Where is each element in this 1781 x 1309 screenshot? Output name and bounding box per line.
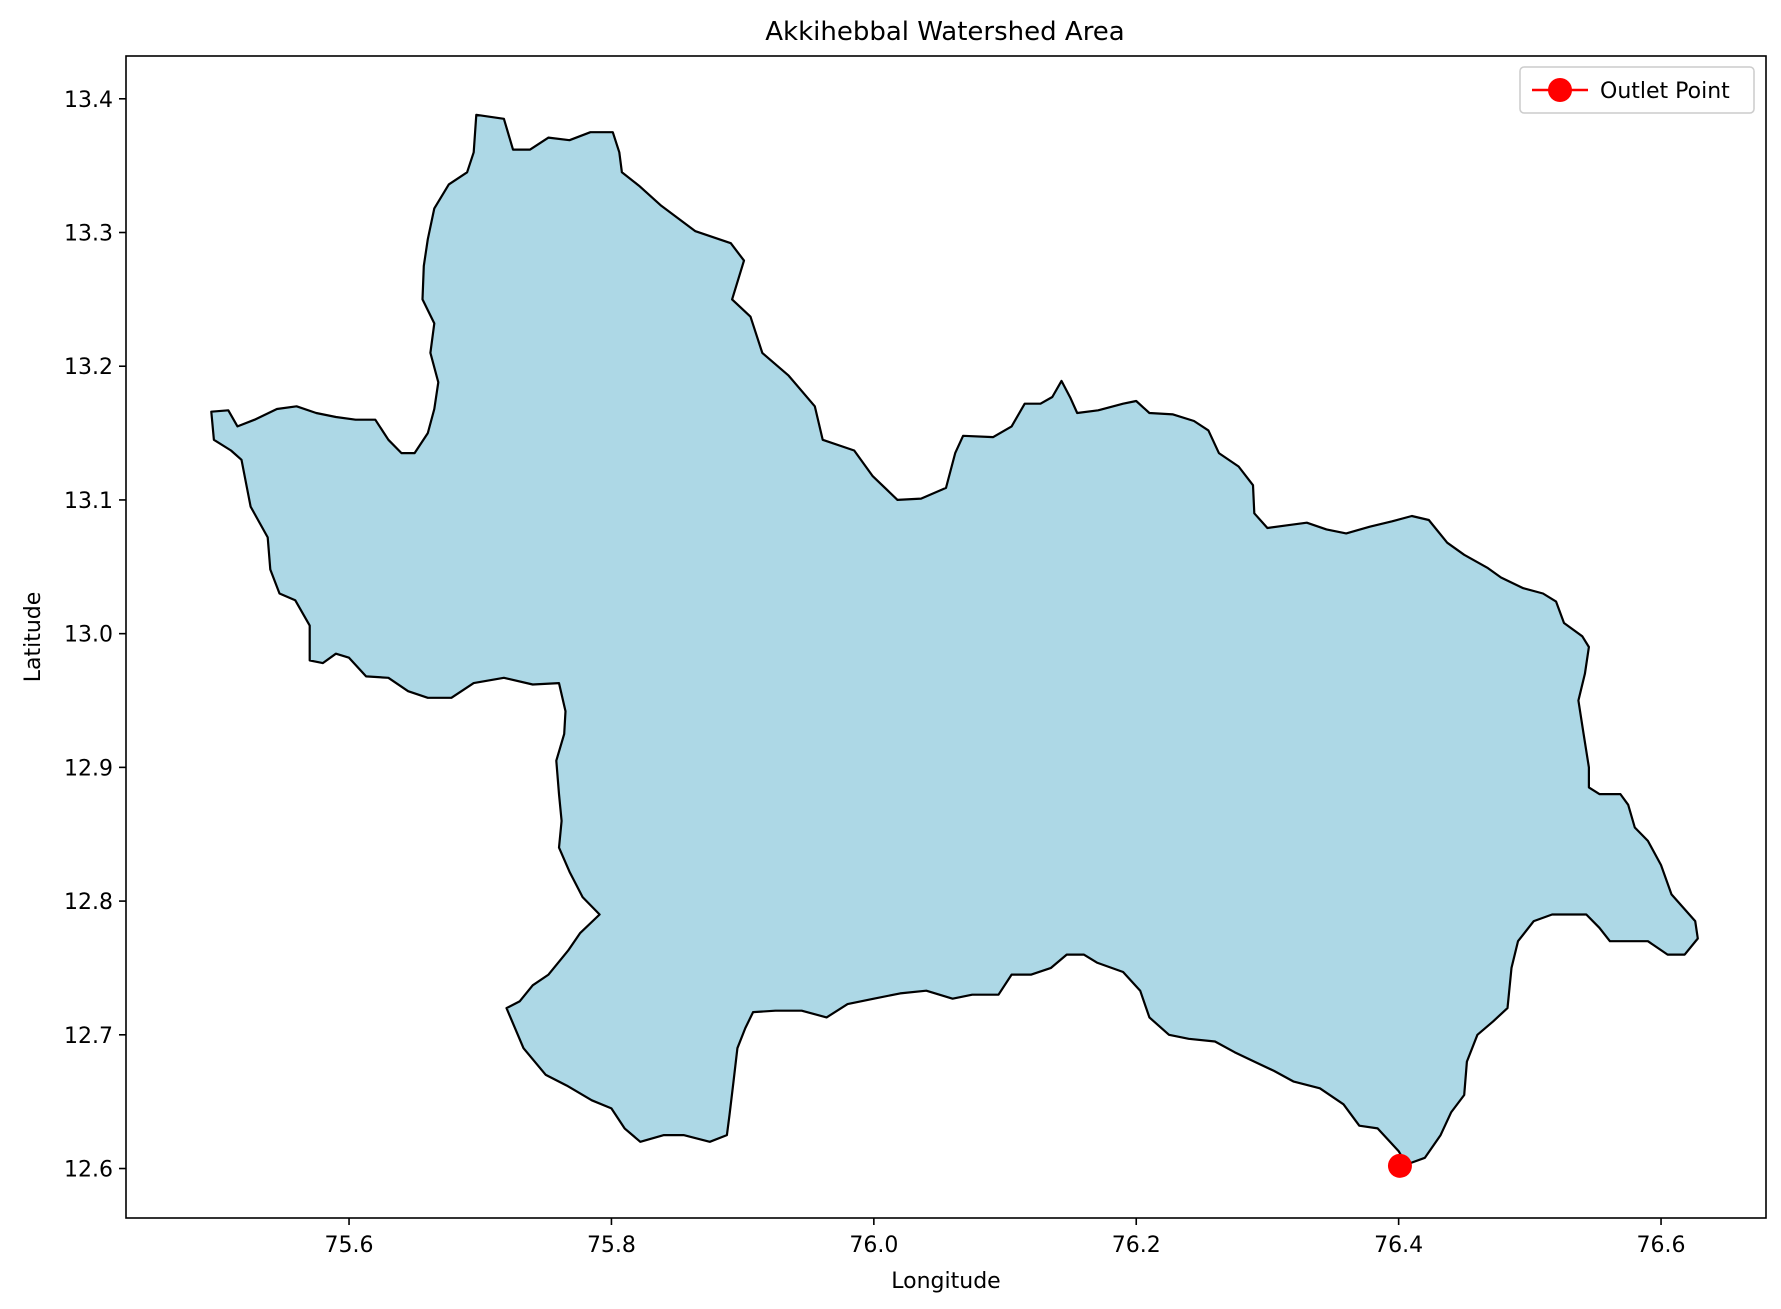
x-tick-label: 75.8 (587, 1233, 636, 1258)
x-tick-label: 75.6 (325, 1233, 374, 1258)
y-tick-label: 12.6 (64, 1158, 113, 1183)
y-tick-label: 13.2 (64, 355, 113, 380)
x-tick-label: 76.4 (1374, 1233, 1423, 1258)
x-axis-label: Longitude (891, 1269, 1000, 1294)
outlet-point-marker[interactable] (1387, 1153, 1412, 1178)
legend-box (1519, 66, 1755, 114)
y-tick-label: 13.0 (64, 623, 113, 648)
x-tick-label: 76.0 (849, 1233, 898, 1258)
y-axis-label: Latitude (21, 592, 46, 683)
legend-marker-swatch (1548, 78, 1572, 102)
x-tick-label: 76.2 (1112, 1233, 1161, 1258)
y-axis-ticks: 12.6 12.7 12.8 12.9 13.0 13.1 13.2 13.3 13.4 (64, 88, 126, 1183)
y-tick-label: 13.4 (64, 88, 113, 113)
y-tick-label: 13.3 (64, 222, 113, 247)
watershed-polygon[interactable] (210, 113, 1699, 1166)
series-layer (1387, 1153, 1412, 1178)
x-tick-label: 76.6 (1637, 1233, 1686, 1258)
axes-frame (125, 55, 1767, 1219)
plot-area (125, 55, 1767, 1219)
legend-label-outlet-point: Outlet Point (1600, 79, 1730, 104)
legend: Outlet Point (1519, 66, 1755, 114)
y-tick-label: 12.7 (64, 1024, 113, 1049)
chart-title: Akkihebbal Watershed Area (765, 17, 1125, 47)
y-tick-label: 13.1 (64, 489, 113, 514)
y-tick-label: 12.9 (64, 756, 113, 781)
y-tick-label: 12.8 (64, 890, 113, 915)
x-axis-ticks: 75.6 75.8 76.0 76.2 76.4 76.6 (325, 1218, 1686, 1258)
